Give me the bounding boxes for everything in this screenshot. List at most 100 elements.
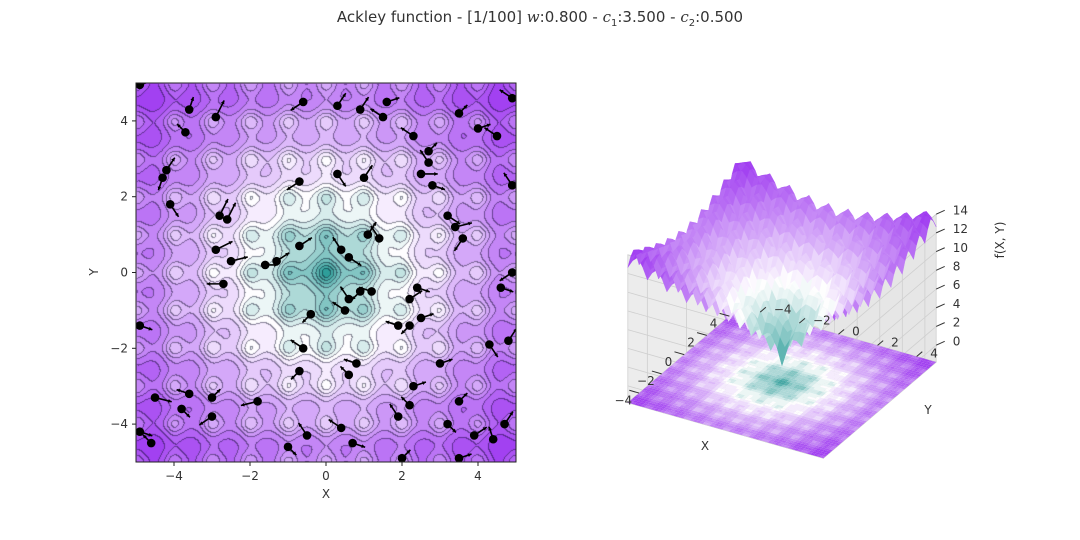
floor-cell bbox=[757, 386, 763, 390]
particle bbox=[454, 397, 464, 406]
floor-cell bbox=[814, 415, 820, 419]
floor-cell bbox=[783, 423, 789, 427]
floor-cell bbox=[837, 411, 843, 414]
floor-cell bbox=[806, 426, 812, 429]
floor-cell bbox=[772, 403, 778, 407]
floor-cell bbox=[823, 441, 829, 445]
floor-cell bbox=[826, 431, 832, 435]
floor-cell bbox=[821, 432, 827, 435]
floor-cell bbox=[690, 414, 696, 418]
floor-cell bbox=[778, 398, 784, 402]
floor-cell bbox=[806, 445, 812, 448]
floor-cell bbox=[812, 436, 818, 439]
floor-cell bbox=[755, 392, 761, 395]
floor-cell bbox=[648, 383, 654, 386]
floor-cell bbox=[705, 416, 711, 420]
floor-cell bbox=[737, 415, 743, 418]
floor-cell bbox=[715, 404, 721, 407]
particle bbox=[181, 127, 190, 137]
floor-cell bbox=[777, 432, 783, 436]
particle-arrowhead bbox=[401, 396, 406, 401]
floor-cell bbox=[760, 406, 766, 410]
floor-cell bbox=[796, 412, 802, 416]
floor-cell bbox=[780, 397, 786, 400]
floor-cell bbox=[751, 399, 757, 403]
floor-cell bbox=[757, 401, 763, 405]
floor-cell bbox=[649, 386, 655, 389]
floor-cell bbox=[727, 397, 733, 400]
particle bbox=[454, 109, 464, 118]
floor-cell bbox=[696, 401, 702, 404]
floor-cell bbox=[763, 407, 769, 411]
floor-cell bbox=[637, 393, 643, 396]
floor-cell bbox=[652, 395, 658, 398]
floor-cell bbox=[724, 400, 730, 404]
floor-cell bbox=[843, 413, 849, 416]
floor-cell bbox=[654, 404, 660, 407]
floor-cell bbox=[836, 419, 842, 423]
floor-cell bbox=[832, 412, 838, 415]
floor-cell bbox=[685, 415, 691, 418]
particle bbox=[165, 199, 175, 209]
floor-cell bbox=[696, 390, 702, 394]
floor-cell bbox=[648, 387, 654, 391]
floor-cell bbox=[734, 380, 740, 383]
floor-cell bbox=[767, 440, 774, 444]
floor-cell bbox=[718, 405, 724, 408]
floor-cell bbox=[734, 425, 740, 428]
floor-cell bbox=[681, 392, 687, 396]
floor-cell bbox=[814, 445, 820, 449]
floor-cell bbox=[653, 386, 659, 390]
floor-cell bbox=[659, 378, 665, 381]
floor-cell bbox=[698, 389, 704, 392]
floor-cell bbox=[685, 400, 691, 403]
floor-cell bbox=[774, 398, 780, 401]
particle-arrowhead bbox=[298, 422, 303, 427]
floor-cell bbox=[831, 420, 837, 423]
floor-cell bbox=[675, 408, 681, 411]
floor-cell bbox=[749, 412, 755, 415]
floor-cell bbox=[694, 377, 700, 380]
floor-cell bbox=[638, 395, 644, 399]
floor-cell bbox=[839, 435, 845, 438]
floor-cell bbox=[743, 395, 749, 398]
floor-cell bbox=[679, 364, 685, 367]
particle bbox=[496, 283, 506, 292]
particle bbox=[207, 393, 217, 402]
floor-cell bbox=[776, 441, 782, 444]
floor-cell bbox=[736, 393, 742, 396]
floor-cell bbox=[659, 388, 665, 392]
floor-cell bbox=[771, 422, 777, 426]
floor-cell bbox=[655, 396, 661, 399]
floor-cell bbox=[858, 419, 864, 422]
floor-cell bbox=[838, 428, 844, 432]
floor-cell bbox=[750, 429, 756, 433]
floor-cell bbox=[696, 375, 702, 379]
floor-cell bbox=[829, 417, 835, 421]
contour-canvas bbox=[136, 83, 516, 462]
floor-cell bbox=[642, 388, 648, 391]
x-axis-label: X bbox=[322, 487, 330, 501]
floor-cell bbox=[807, 432, 813, 436]
floor-cell bbox=[698, 399, 704, 403]
particle-arrowhead bbox=[365, 97, 369, 102]
floor-cell bbox=[679, 368, 685, 372]
floor-cell bbox=[806, 415, 812, 418]
floor-cell bbox=[768, 396, 774, 399]
floor-cell bbox=[798, 411, 804, 414]
floor-cell bbox=[667, 393, 673, 396]
floor-cell bbox=[678, 387, 684, 391]
particle bbox=[302, 431, 312, 440]
floor-cell bbox=[762, 426, 769, 430]
floor-cell bbox=[695, 413, 701, 417]
floor-cell bbox=[664, 377, 670, 380]
floor-cell bbox=[681, 388, 687, 392]
floor-cell bbox=[842, 425, 848, 429]
floor-cell bbox=[808, 450, 814, 453]
floor-cell bbox=[751, 436, 757, 439]
floor-cell bbox=[712, 410, 718, 413]
floor-cell bbox=[721, 421, 727, 424]
floor-cell bbox=[751, 421, 757, 424]
particle-arrowhead bbox=[456, 220, 461, 224]
particle-arrowhead bbox=[290, 106, 295, 111]
